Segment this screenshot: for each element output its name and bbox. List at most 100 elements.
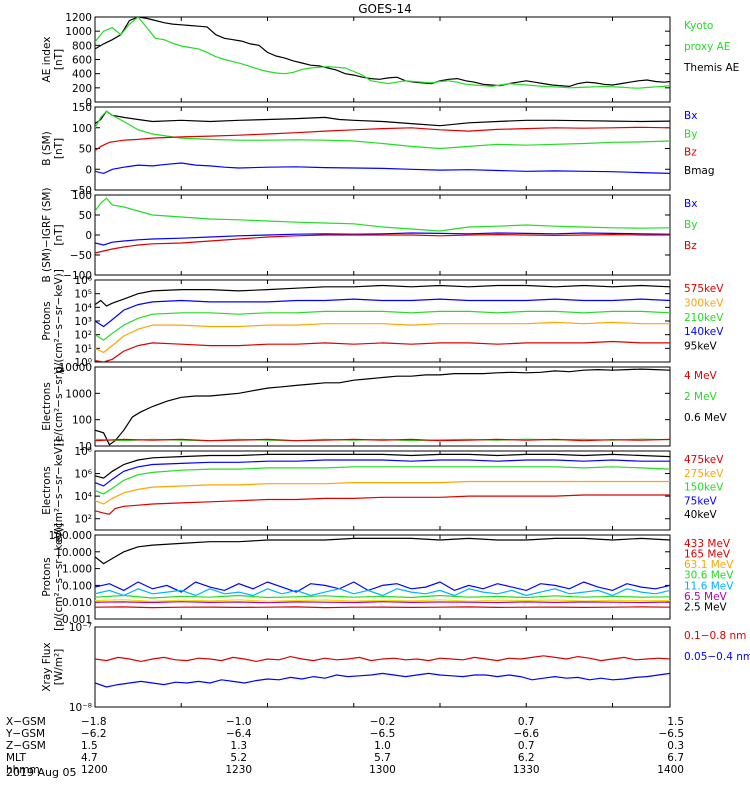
y-tick-label: 0 bbox=[85, 230, 92, 242]
x-axis-value: 1330 bbox=[513, 764, 540, 776]
series-line-lightblue bbox=[95, 588, 670, 597]
y-tick-label: 10² bbox=[74, 514, 92, 526]
y-axis-label: [nT] bbox=[53, 138, 65, 159]
x-axis-value: 0.7 bbox=[518, 716, 535, 728]
legend-entry: 140keV bbox=[684, 326, 724, 338]
series-line-red bbox=[95, 655, 670, 663]
legend-entry: By bbox=[684, 128, 697, 140]
legend-entry: 63.1 MeV bbox=[684, 559, 734, 571]
x-axis-row-label: Z−GSM bbox=[6, 740, 46, 752]
y-tick-label: 100.000 bbox=[49, 530, 92, 542]
y-tick-label: 10⁰ bbox=[74, 357, 92, 369]
series-line-black bbox=[95, 368, 670, 446]
x-axis-row-label: hhmm bbox=[6, 764, 40, 776]
y-tick-label: 100 bbox=[72, 190, 92, 202]
x-axis-value: 0.3 bbox=[667, 740, 684, 752]
legend-entry: 433 MeV bbox=[684, 538, 731, 550]
series-line-black bbox=[95, 537, 670, 565]
series-line-black bbox=[95, 453, 670, 479]
panel-2: −50 0 50 100 150 B (SM) [nT] Bx By Bz Bmag bbox=[41, 102, 715, 197]
panel-frame bbox=[94, 366, 671, 447]
y-tick-label: 10⁴ bbox=[74, 491, 92, 503]
y-axis-label: B (SM)−IGRF (SM) bbox=[41, 187, 53, 282]
x-axis-value: 1230 bbox=[225, 764, 252, 776]
x-axis-value: 1.5 bbox=[667, 716, 684, 728]
y-tick-label: 0 bbox=[85, 97, 92, 109]
panel-frame bbox=[94, 279, 671, 363]
legend-entry: 210keV bbox=[684, 312, 724, 324]
y-tick-label: 0.001 bbox=[62, 614, 92, 626]
y-tick-label: 10² bbox=[74, 330, 92, 342]
series-line-black bbox=[95, 110, 670, 127]
y-axis-label: Protons bbox=[41, 557, 53, 596]
y-tick-label: 10⁸ bbox=[74, 446, 92, 458]
y-tick-label: 100 bbox=[72, 415, 92, 427]
y-axis-label: AE index bbox=[41, 37, 53, 83]
legend-entry: 2.5 MeV bbox=[684, 601, 728, 613]
x-axis-value: 1300 bbox=[369, 764, 396, 776]
y-tick-label: 10⁵ bbox=[74, 289, 92, 301]
y-axis-label: e/(cm²−s−sr−keV)] bbox=[53, 439, 65, 543]
y-tick-label: 200 bbox=[72, 83, 92, 95]
panel-6: 10² 10⁴ 10⁶ 10⁸ Electrons e/(cm²−s−sr−keV)] 47… bbox=[41, 439, 724, 543]
y-tick-label: 600 bbox=[72, 55, 92, 67]
y-tick-label: 10³ bbox=[74, 316, 92, 328]
legend-entry: 0.6 MeV bbox=[684, 412, 728, 424]
legend-entry: 150keV bbox=[684, 482, 724, 494]
series-line-green bbox=[95, 310, 670, 341]
x-axis-row-label: X−GSM bbox=[6, 716, 46, 728]
x-axis-value: 4.7 bbox=[81, 752, 98, 764]
x-axis-value: 5.2 bbox=[230, 752, 247, 764]
y-tick-label: 10⁶ bbox=[74, 469, 92, 481]
panel-5: 10 100 1000 10000 Electrons [e/(cm²−s−sr)] 4 M… bbox=[41, 362, 728, 453]
panel-8: 10⁻⁸ 10⁻⁷ Xray Flux [W/m²] 0.1−0.8 nm 0.05−0.… bbox=[41, 622, 750, 714]
y-tick-label: 0.010 bbox=[62, 597, 92, 609]
series-line-green bbox=[95, 197, 670, 232]
y-axis-label: [nT] bbox=[53, 49, 65, 70]
y-tick-label: 50 bbox=[79, 210, 92, 222]
legend-entry: 275keV bbox=[684, 468, 724, 480]
series-line-purple bbox=[95, 601, 670, 604]
legend-entry: Bmag bbox=[684, 165, 715, 177]
x-axis-value: 0.7 bbox=[518, 740, 535, 752]
legend-entry: Bz bbox=[684, 147, 697, 159]
panel-frame bbox=[94, 16, 671, 103]
legend-entry: Themis AE bbox=[683, 62, 739, 74]
x-axis-value: −6.4 bbox=[226, 728, 252, 740]
series-line-green bbox=[95, 110, 670, 150]
panel-7: 0.001 0.010 0.100 1.000 10.000 100.000 Protons… bbox=[41, 523, 734, 631]
y-axis-label: p/(cm²−s−sr−keV)] bbox=[53, 269, 65, 373]
series-line-black bbox=[95, 284, 670, 307]
panel-frame bbox=[94, 626, 671, 708]
series-line-red bbox=[95, 126, 670, 152]
legend-entry: 165 MeV bbox=[684, 549, 731, 561]
y-tick-label: −100 bbox=[63, 270, 92, 282]
y-tick-label: −50 bbox=[70, 185, 92, 197]
y-tick-label: 1.000 bbox=[62, 564, 92, 576]
series-line-green bbox=[95, 17, 670, 89]
y-tick-label: 0 bbox=[85, 164, 92, 176]
x-axis-value: 1.0 bbox=[374, 740, 391, 752]
y-tick-label: 50 bbox=[79, 144, 92, 156]
x-axis-value: 6.7 bbox=[667, 752, 684, 764]
y-axis-label: Xray Flux bbox=[41, 642, 53, 691]
legend-entry: 0.1−0.8 nm bbox=[684, 630, 746, 642]
y-axis-label: [nT] bbox=[53, 224, 65, 245]
y-tick-label: 10¹ bbox=[74, 343, 92, 355]
legend-entry: 2 MeV bbox=[684, 391, 718, 403]
x-axis-value: 1200 bbox=[81, 764, 108, 776]
y-axis-label: Protons bbox=[41, 301, 53, 340]
series-line-yellow bbox=[95, 599, 670, 603]
legend-entry: Bx bbox=[684, 110, 697, 122]
x-axis-value: 5.7 bbox=[374, 752, 391, 764]
y-axis-label: [W/m²] bbox=[53, 649, 65, 686]
x-axis-row-label: MLT bbox=[6, 752, 26, 764]
legend-entry: 475keV bbox=[684, 454, 724, 466]
series-line-blue bbox=[95, 162, 670, 175]
legend-entry: By bbox=[684, 219, 697, 231]
x-axis-value: −1.8 bbox=[81, 716, 107, 728]
x-axis-value: −0.2 bbox=[370, 716, 396, 728]
y-axis-label: Electrons bbox=[41, 466, 53, 515]
